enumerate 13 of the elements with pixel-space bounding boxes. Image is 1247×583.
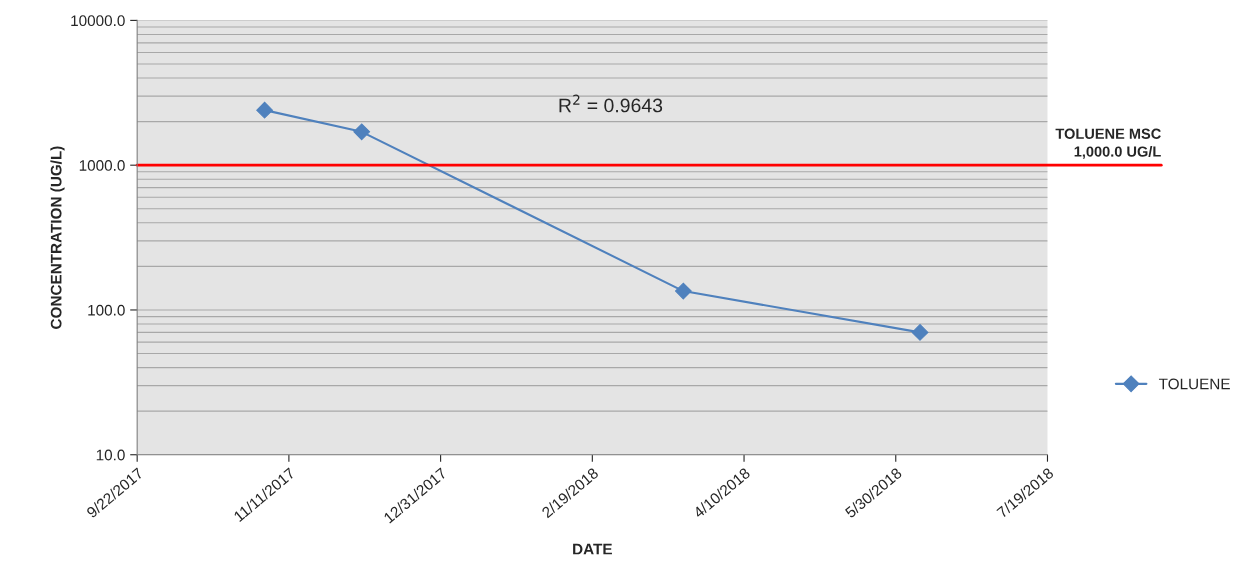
y-tick-label: 10000.0 [71,15,125,27]
y-tick-label: 10.0 [96,449,125,461]
y-axis-title: CONCENTRATION (UG/L) [50,146,65,329]
point [256,101,273,119]
y-tick-label: 100.0 [88,304,125,316]
annotation: R$^{2}$ = 0.9643 [559,94,663,113]
y-tick-label: 1000.0 [79,160,125,171]
x-axis-title: DATE [573,543,612,555]
ref-line-label: TOLUENE MSC 1,000.0 UG/L [1055,128,1161,159]
legend-label: TOLUENE [1158,378,1230,390]
point [353,123,371,141]
point [911,324,929,341]
point [674,282,692,300]
